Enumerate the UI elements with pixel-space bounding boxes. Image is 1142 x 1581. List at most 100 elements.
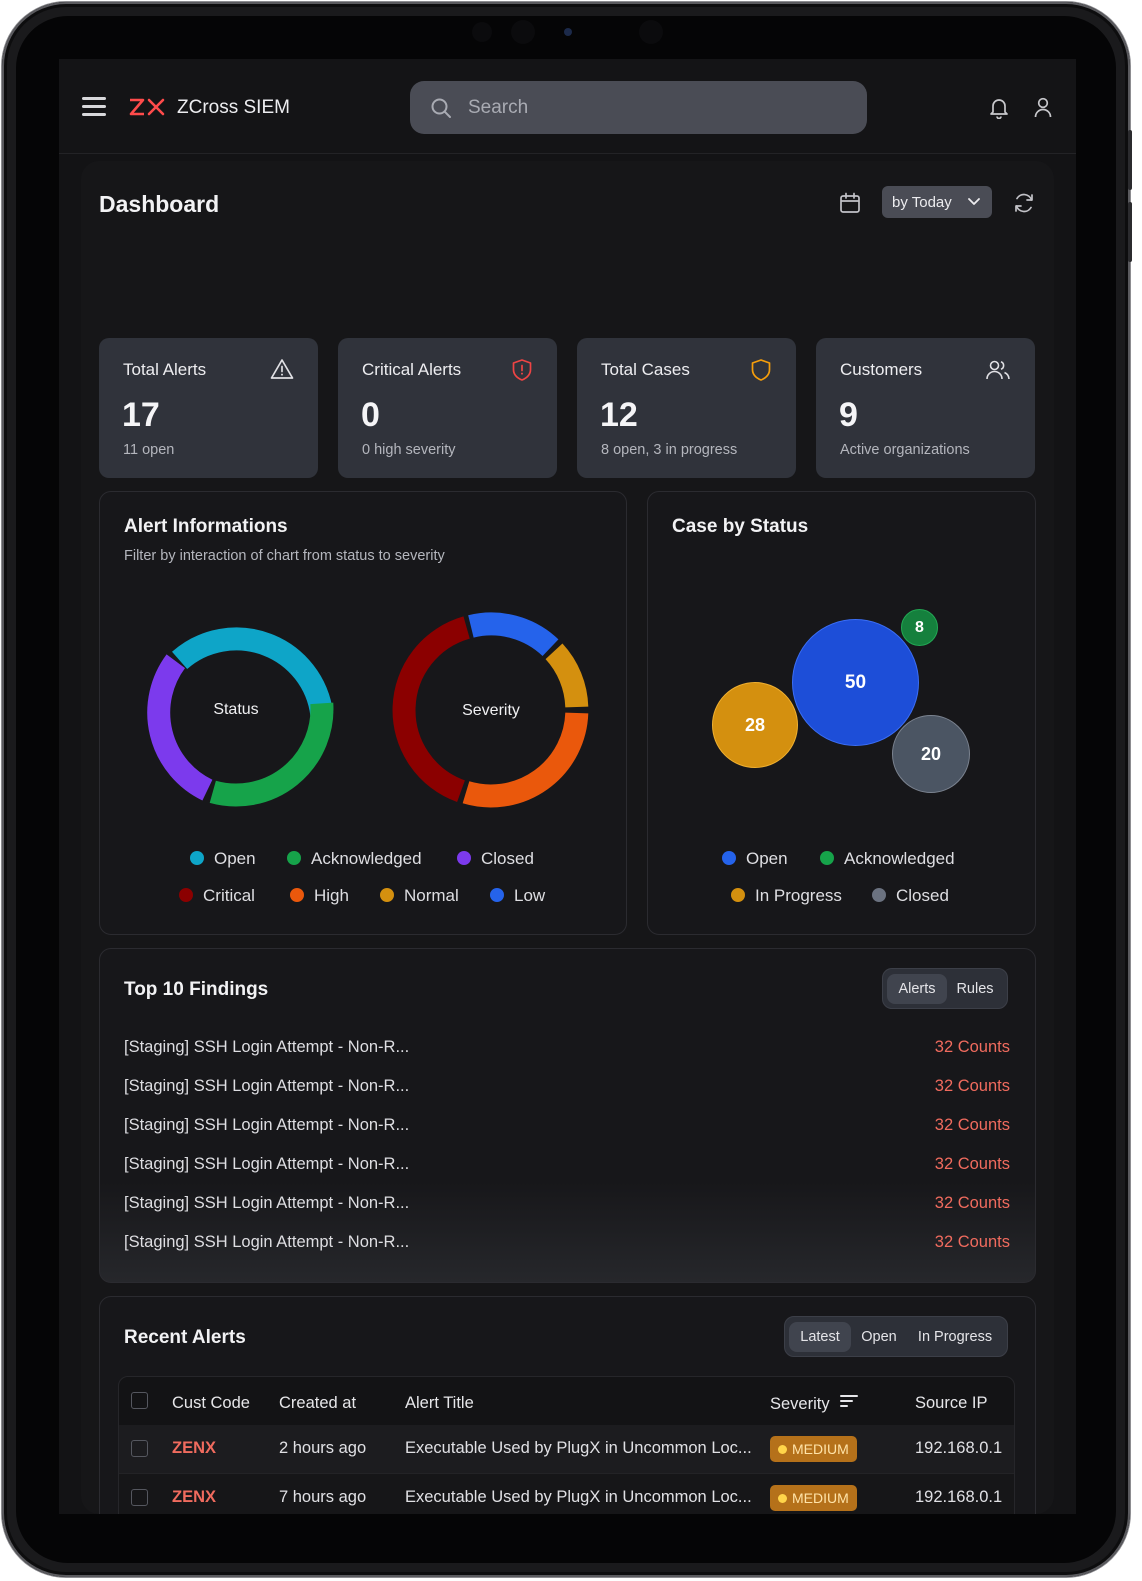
column-header-created-at[interactable]: Created at: [279, 1394, 357, 1412]
finding-item[interactable]: [Staging] SSH Login Attempt - Non-R... 32…: [124, 1077, 1010, 1101]
legend-item-normal[interactable]: Normal: [380, 886, 459, 906]
finding-item[interactable]: [Staging] SSH Login Attempt - Non-R... 32…: [124, 1155, 1010, 1179]
row-checkbox[interactable]: [131, 1440, 148, 1457]
bell-icon[interactable]: [988, 96, 1010, 119]
alert-informations-panel: Alert Informations Filter by interaction…: [99, 491, 627, 935]
legend-label: Low: [514, 886, 546, 905]
legend-label: Critical: [203, 886, 255, 905]
card-value: 0: [361, 396, 380, 434]
finding-count: 32 Counts: [934, 1194, 1010, 1212]
legend-item-critical[interactable]: Critical: [179, 886, 255, 906]
search-input[interactable]: [468, 93, 848, 123]
column-header-alert-title[interactable]: Alert Title: [405, 1394, 474, 1412]
legend-item-closed[interactable]: Closed: [457, 849, 534, 869]
severity-segment-low[interactable]: [468, 612, 559, 657]
row-checkbox[interactable]: [131, 1489, 148, 1506]
users-icon: [986, 360, 1010, 380]
stat-card-total-alerts[interactable]: Total Alerts 17 11 open: [99, 338, 318, 478]
calendar-icon[interactable]: [838, 191, 862, 215]
column-header-cust-code[interactable]: Cust Code: [172, 1394, 250, 1412]
bubble-in-progress-cases[interactable]: 28: [712, 682, 798, 768]
legend-dot: [820, 851, 834, 865]
card-value: 17: [122, 396, 160, 434]
bubble-closed-cases[interactable]: 20: [892, 715, 970, 793]
recent-alerts-filter: Latest Open In Progress: [784, 1316, 1008, 1357]
cust-code[interactable]: ZENX: [172, 1488, 217, 1506]
card-label: Critical Alerts: [362, 360, 462, 379]
finding-item[interactable]: [Staging] SSH Login Attempt - Non-R... 32…: [124, 1194, 1010, 1218]
bubble-value: 20: [920, 743, 942, 764]
status-segment-open[interactable]: [172, 627, 334, 717]
legend-item-closed[interactable]: Closed: [872, 886, 949, 906]
bubble-open-cases[interactable]: 50: [792, 619, 919, 746]
sort-icon[interactable]: [840, 1394, 859, 1408]
legend-item-open[interactable]: Open: [190, 849, 256, 869]
severity-segment-critical[interactable]: [392, 616, 471, 803]
legend-item-high[interactable]: High: [290, 886, 349, 906]
warning-triangle-icon: [270, 359, 294, 379]
side-button: [1128, 130, 1132, 190]
legend-dot: [190, 851, 204, 865]
severity-dot: [778, 1494, 787, 1503]
severity-label: MEDIUM: [792, 1441, 849, 1457]
severity-badge: MEDIUM: [770, 1485, 857, 1511]
card-value: 12: [600, 396, 638, 434]
stat-card-customers[interactable]: Customers 9 Active organizations: [816, 338, 1035, 478]
page-title: Dashboard: [99, 191, 220, 217]
legend-item-acknowledged[interactable]: Acknowledged: [820, 849, 955, 869]
bubble-acknowledged-cases[interactable]: 8: [901, 609, 938, 646]
legend-item-open[interactable]: Open: [722, 849, 788, 869]
legend-dot: [179, 888, 193, 902]
legend-label: High: [314, 886, 349, 905]
status-donut-chart[interactable]: [136, 609, 336, 809]
search-bar[interactable]: [410, 81, 867, 134]
finding-title: [Staging] SSH Login Attempt - Non-R...: [124, 1077, 410, 1095]
created-at: 2 hours ago: [279, 1439, 367, 1457]
tab-latest[interactable]: Latest: [789, 1322, 851, 1352]
select-all-checkbox[interactable]: [131, 1392, 148, 1409]
tab-rules[interactable]: Rules: [956, 981, 994, 997]
tab-in-progress[interactable]: In Progress: [917, 1329, 993, 1345]
finding-item[interactable]: [Staging] SSH Login Attempt - Non-R... 32…: [124, 1116, 1010, 1140]
severity-donut-chart[interactable]: [391, 610, 591, 810]
severity-segment-normal[interactable]: [545, 643, 589, 708]
stat-card-total-cases[interactable]: Total Cases 12 8 open, 3 in progress: [577, 338, 796, 478]
legend-item-low[interactable]: Low: [490, 886, 545, 906]
table-row[interactable]: ZENX 7 hours ago Executable Used by Plug…: [119, 1473, 1014, 1514]
column-header-severity[interactable]: Severity: [770, 1394, 859, 1414]
finding-item[interactable]: [Staging] SSH Login Attempt - Non-R... 32…: [124, 1038, 1010, 1062]
dashboard-container: Dashboard by Today Total: [81, 161, 1054, 1514]
alert-title[interactable]: Executable Used by PlugX in Uncommon Loc…: [405, 1439, 752, 1457]
table-row[interactable]: ZENX 2 hours ago Executable Used by Plug…: [119, 1425, 1014, 1473]
status-segment-closed[interactable]: [147, 654, 213, 801]
legend-dot: [722, 851, 736, 865]
card-value: 9: [839, 396, 858, 434]
tab-open[interactable]: Open: [861, 1329, 897, 1345]
refresh-icon[interactable]: [1012, 191, 1036, 215]
chevron-down-icon: [968, 198, 980, 205]
shield-icon: [751, 359, 771, 381]
legend-dot: [290, 888, 304, 902]
legend-dot: [490, 888, 504, 902]
card-label: Customers: [840, 360, 923, 379]
severity-segment-high[interactable]: [462, 712, 589, 808]
status-segment-acknowledged[interactable]: [209, 702, 334, 807]
period-select[interactable]: by Today: [882, 186, 992, 218]
menu-icon[interactable]: [82, 97, 106, 116]
severity-dot: [778, 1445, 787, 1454]
app-screen: ZCross SIEM Dashboard: [59, 59, 1076, 1514]
column-header-source-ip[interactable]: Source IP: [915, 1394, 988, 1412]
legend-dot: [457, 851, 471, 865]
camera-lens: [511, 20, 535, 44]
cust-code[interactable]: ZENX: [172, 1439, 217, 1457]
alert-title[interactable]: Executable Used by PlugX in Uncommon Loc…: [405, 1488, 752, 1506]
user-icon[interactable]: [1032, 96, 1054, 119]
stat-card-critical-alerts[interactable]: Critical Alerts 0 0 high severity: [338, 338, 557, 478]
created-at: 7 hours ago: [279, 1488, 367, 1506]
legend-item-acknowledged[interactable]: Acknowledged: [287, 849, 422, 869]
panel-title: Top 10 Findings: [124, 979, 269, 1000]
tab-alerts[interactable]: Alerts: [887, 974, 947, 1004]
finding-item[interactable]: [Staging] SSH Login Attempt - Non-R... 32…: [124, 1233, 1010, 1257]
legend-item-in-progress[interactable]: In Progress: [731, 886, 842, 906]
